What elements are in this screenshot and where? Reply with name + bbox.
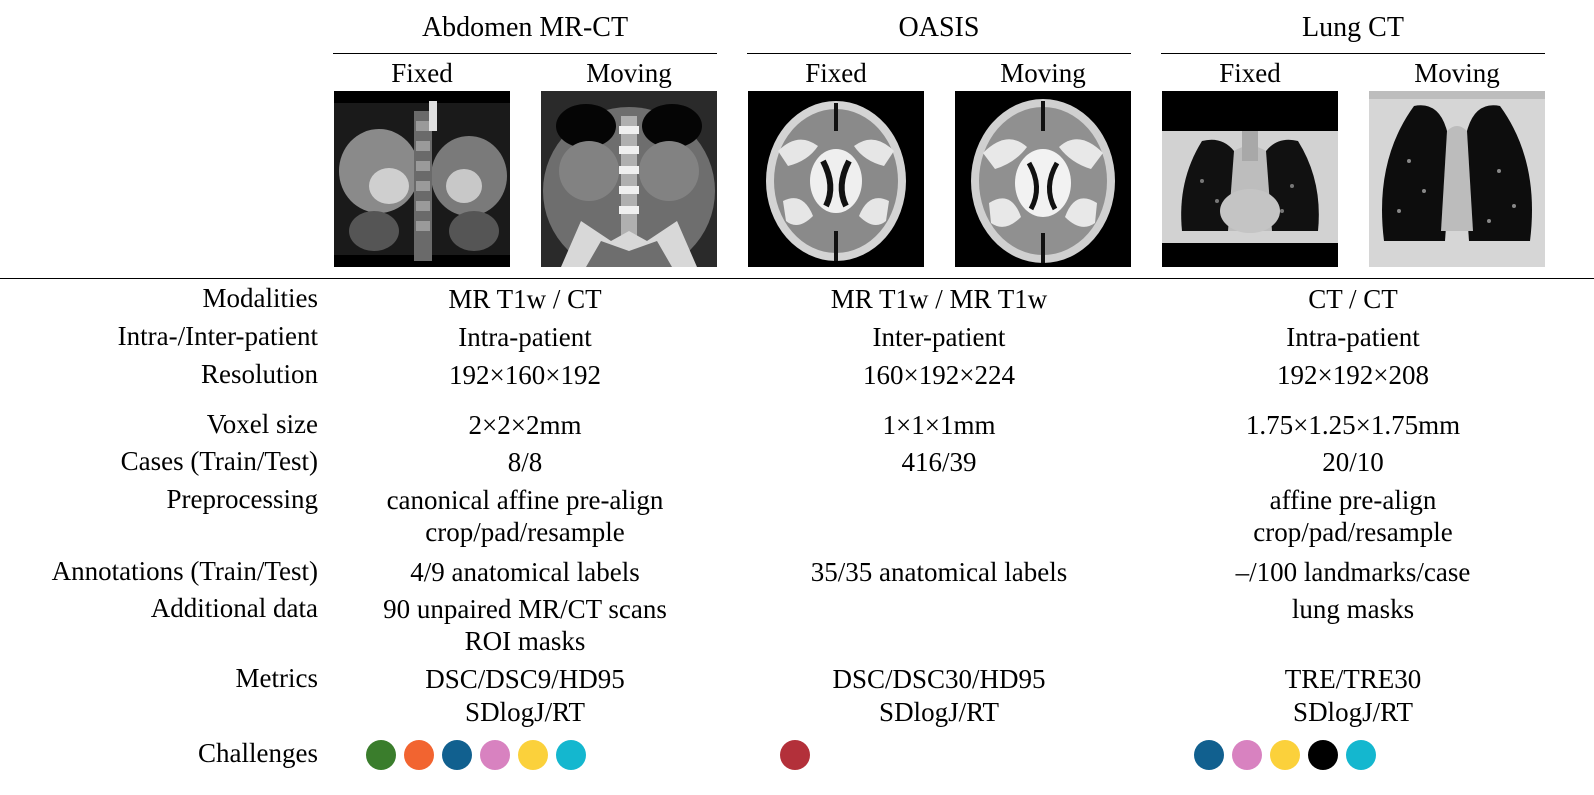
abdomen-fixed-mr-image	[334, 91, 510, 267]
lung-preprocessing-1: affine pre-align	[1153, 484, 1553, 516]
oasis-moving-label: Moving	[955, 58, 1131, 89]
abdomen-voxel-size: 2×2×2mm	[325, 409, 725, 441]
row-label-challenges: Challenges	[8, 738, 318, 769]
oasis-voxel-size: 1×1×1mm	[739, 409, 1139, 441]
challenge-dot	[480, 740, 510, 770]
row-label-resolution: Resolution	[8, 359, 318, 390]
row-label-metrics: Metrics	[8, 663, 318, 694]
abdomen-additional-1: 90 unpaired MR/CT scans	[325, 593, 725, 625]
challenge-dot	[366, 740, 396, 770]
abdomen-preprocessing-2: crop/pad/resample	[325, 516, 725, 548]
lung-cases: 20/10	[1153, 446, 1553, 478]
challenge-dot	[442, 740, 472, 770]
oasis-moving-brain-image	[955, 91, 1131, 267]
abdomen-preprocessing-1: canonical affine pre-align	[325, 484, 725, 516]
lung-voxel-size: 1.75×1.25×1.75mm	[1153, 409, 1553, 441]
abdomen-moving-label: Moving	[541, 58, 717, 89]
challenge-dot	[1308, 740, 1338, 770]
challenge-dot	[1194, 740, 1224, 770]
oasis-fixed-brain-image	[748, 91, 924, 267]
oasis-fixed-label: Fixed	[748, 58, 924, 89]
abdomen-additional-2: ROI masks	[325, 625, 725, 657]
row-label-intra-inter: Intra-/Inter-patient	[8, 321, 318, 352]
row-label-additional-data: Additional data	[8, 593, 318, 624]
challenge-dot	[404, 740, 434, 770]
challenge-dot	[1346, 740, 1376, 770]
oasis-metrics-1: DSC/DSC30/HD95	[739, 663, 1139, 695]
abdomen-metrics-1: DSC/DSC9/HD95	[325, 663, 725, 695]
lung-annotations: –/100 landmarks/case	[1153, 556, 1553, 588]
oasis-challenges	[780, 739, 1040, 771]
row-label-modalities: Modalities	[8, 283, 318, 314]
lung-resolution: 192×192×208	[1153, 359, 1553, 391]
title-rule-lung	[1161, 53, 1545, 54]
oasis-metrics-2: SDlogJ/RT	[739, 696, 1139, 728]
abdomen-fixed-label: Fixed	[334, 58, 510, 89]
abdomen-resolution: 192×160×192	[325, 359, 725, 391]
dataset-title-abdomen: Abdomen MR-CT	[333, 12, 717, 44]
lung-intra-inter: Intra-patient	[1153, 321, 1553, 353]
oasis-cases: 416/39	[739, 446, 1139, 478]
lung-moving-label: Moving	[1369, 58, 1545, 89]
lung-fixed-ct-image	[1162, 91, 1338, 267]
abdomen-annotations: 4/9 anatomical labels	[325, 556, 725, 588]
lung-additional-1: lung masks	[1153, 593, 1553, 625]
row-label-voxel-size: Voxel size	[8, 409, 318, 440]
row-label-preprocessing: Preprocessing	[8, 484, 318, 515]
row-label-cases: Cases (Train/Test)	[8, 446, 318, 477]
title-rule-abdomen	[333, 53, 717, 54]
abdomen-intra-inter: Intra-patient	[325, 321, 725, 353]
lung-moving-ct-image	[1369, 91, 1545, 267]
dataset-title-lung: Lung CT	[1161, 12, 1545, 44]
challenge-dot	[1232, 740, 1262, 770]
oasis-resolution: 160×192×224	[739, 359, 1139, 391]
lung-preprocessing-2: crop/pad/resample	[1153, 516, 1553, 548]
abdomen-challenges	[366, 739, 626, 771]
abdomen-modalities: MR T1w / CT	[325, 283, 725, 315]
oasis-annotations: 35/35 anatomical labels	[739, 556, 1139, 588]
title-rule-oasis	[747, 53, 1131, 54]
abdomen-cases: 8/8	[325, 446, 725, 478]
challenge-dot	[556, 740, 586, 770]
challenge-dot	[780, 740, 810, 770]
lung-metrics-1: TRE/TRE30	[1153, 663, 1553, 695]
abdomen-metrics-2: SDlogJ/RT	[325, 696, 725, 728]
lung-modalities: CT / CT	[1153, 283, 1553, 315]
row-label-annotations: Annotations (Train/Test)	[8, 556, 318, 587]
lung-metrics-2: SDlogJ/RT	[1153, 696, 1553, 728]
oasis-modalities: MR T1w / MR T1w	[739, 283, 1139, 315]
header-rule	[0, 278, 1594, 279]
dataset-title-oasis: OASIS	[747, 12, 1131, 44]
challenge-dot	[518, 740, 548, 770]
abdomen-moving-ct-image	[541, 91, 717, 267]
lung-challenges	[1194, 739, 1454, 771]
challenge-dot	[1270, 740, 1300, 770]
oasis-intra-inter: Inter-patient	[739, 321, 1139, 353]
lung-fixed-label: Fixed	[1162, 58, 1338, 89]
